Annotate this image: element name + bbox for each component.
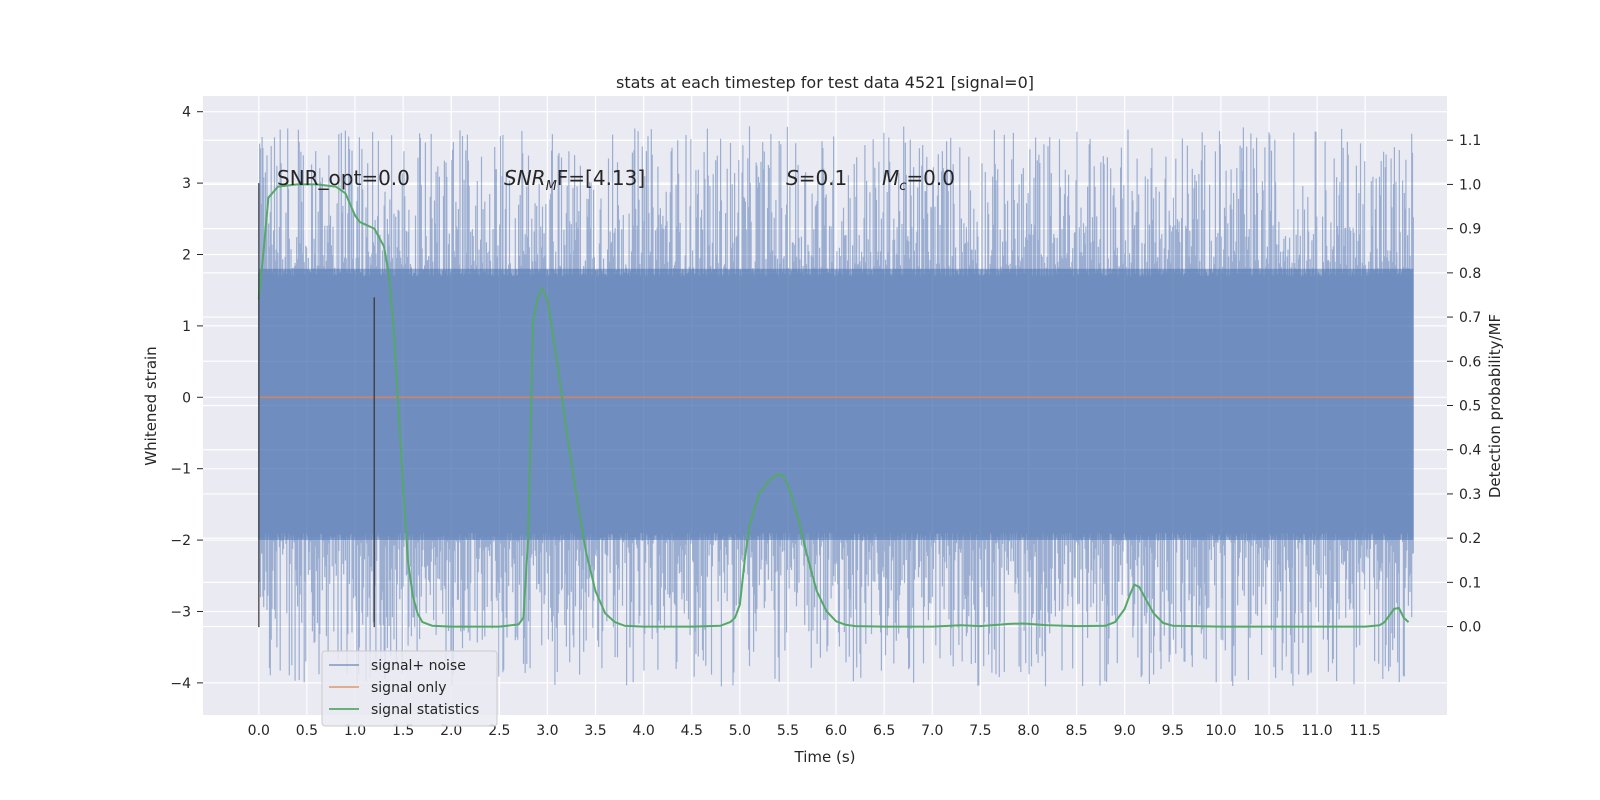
x-tick-label: 10.0 — [1205, 723, 1236, 739]
series-lines — [257, 183, 1414, 628]
x-tick-label: 4.5 — [681, 723, 703, 739]
x-tick-label: 8.5 — [1065, 723, 1087, 739]
left-y-tick-label: −4 — [170, 676, 191, 692]
mc-base: M — [882, 166, 899, 190]
x-tick-label: 11.5 — [1350, 723, 1381, 739]
s-label: S — [786, 166, 799, 190]
snr-mf-value: F=[4.13] — [557, 166, 645, 190]
x-tick-label: 6.0 — [825, 723, 847, 739]
right-y-tick-label: 0.3 — [1459, 487, 1481, 503]
left-y-tick-labels: −4 −3 −2 −1 0 1 2 3 4 — [170, 105, 203, 692]
mc-annotation: Mc=0.0 — [882, 166, 955, 194]
right-y-axis-label: Detection probability/MF — [1486, 314, 1504, 498]
x-tick-label: 0.0 — [248, 723, 270, 739]
noise-series — [258, 126, 1414, 687]
x-tick-label: 7.5 — [969, 723, 991, 739]
vertical-markers — [258, 183, 376, 628]
snr-opt-annotation: SNR_opt=0.0 — [277, 166, 410, 190]
left-y-tick-label: 0 — [182, 390, 191, 406]
right-y-tick-label: 0.7 — [1459, 310, 1481, 326]
left-y-tick-label: 3 — [182, 176, 191, 192]
mc-value: =0.0 — [906, 166, 955, 190]
x-tick-label: 5.0 — [729, 723, 751, 739]
x-tick-label: 7.0 — [921, 723, 943, 739]
left-y-tick-label: 2 — [182, 247, 191, 263]
legend-label-signal-noise: signal+ noise — [371, 658, 466, 674]
legend: signal+ noise signal only signal statist… — [321, 650, 498, 727]
x-tick-label: 1.5 — [392, 723, 414, 739]
x-tick-label: 8.0 — [1017, 723, 1039, 739]
left-y-axis-label: Whitened strain — [142, 346, 160, 465]
x-tick-label: 5.5 — [777, 723, 799, 739]
right-y-tick-label: 0.9 — [1459, 222, 1481, 238]
x-tick-label: 2.0 — [440, 723, 462, 739]
right-y-tick-labels: 0.0 0.1 0.2 0.3 0.4 0.5 0.6 0.7 0.8 0.9 1.0 1.1 — [1447, 133, 1481, 636]
legend-label-signal-statistics: signal statistics — [371, 702, 479, 718]
snr-mf-subscript: M — [546, 179, 557, 194]
right-y-tick-label: 0.4 — [1459, 443, 1481, 459]
right-y-tick-label: 0.8 — [1459, 266, 1481, 282]
right-y-tick-label: 0.6 — [1459, 354, 1481, 370]
right-y-tick-label: 0.5 — [1459, 399, 1481, 415]
x-tick-label: 11.0 — [1302, 723, 1333, 739]
x-tick-label: 3.0 — [536, 723, 558, 739]
right-y-tick-label: 0.0 — [1459, 620, 1481, 636]
right-y-tick-label: 0.2 — [1459, 531, 1481, 547]
x-tick-label: 4.0 — [633, 723, 655, 739]
right-y-tick-label: 1.0 — [1459, 177, 1481, 193]
left-y-tick-label: −3 — [170, 604, 191, 620]
x-tick-labels: 0.0 0.5 1.0 1.5 2.0 2.5 3.0 3.5 4.0 4.5 5.0 5.5 6.0 6… — [248, 723, 1381, 739]
left-y-tick-label: 4 — [182, 105, 191, 121]
x-tick-label: 2.5 — [488, 723, 510, 739]
signal-statistics-line — [257, 183, 1410, 628]
left-y-tick-label: −1 — [170, 462, 191, 478]
left-y-tick-label: −2 — [170, 533, 191, 549]
x-tick-label: 6.5 — [873, 723, 895, 739]
x-tick-label: 0.5 — [296, 723, 318, 739]
s-annotation: S=0.1 — [786, 166, 847, 190]
left-y-tick-label: 1 — [182, 319, 191, 335]
mc-subscript: c — [899, 179, 906, 194]
x-tick-label: 9.5 — [1162, 723, 1184, 739]
legend-label-signal-only: signal only — [371, 680, 446, 696]
right-y-tick-label: 0.1 — [1459, 575, 1481, 591]
x-tick-label: 3.5 — [584, 723, 606, 739]
x-tick-label: 1.0 — [344, 723, 366, 739]
snr-mf-annotation: SNRMF=[4.13] — [504, 166, 645, 194]
x-axis-label: Time (s) — [794, 748, 856, 766]
s-value: =0.1 — [799, 166, 848, 190]
right-y-tick-label: 1.1 — [1459, 133, 1481, 149]
x-tick-label: 10.5 — [1253, 723, 1284, 739]
x-tick-label: 9.0 — [1114, 723, 1136, 739]
legend-box — [321, 650, 498, 727]
snr-mf-base: SNR — [504, 166, 546, 190]
chart-title: stats at each timestep for test data 452… — [616, 73, 1034, 92]
